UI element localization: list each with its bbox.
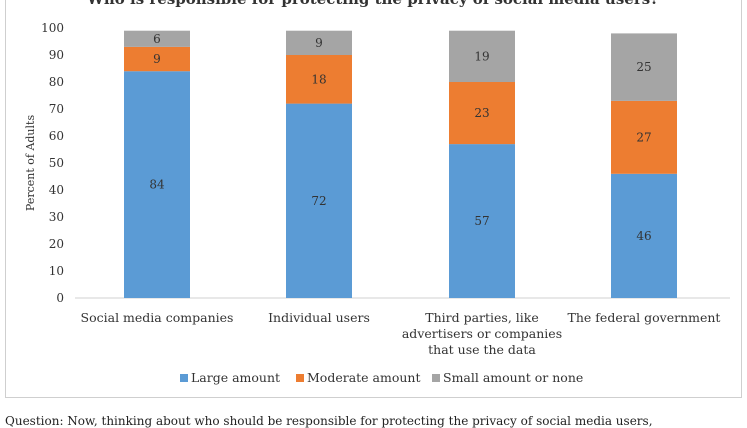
y-tick-label: 70 [49, 102, 64, 116]
bar-segment [286, 30, 352, 55]
bar-segment [449, 30, 515, 82]
data-label: 46 [636, 229, 651, 243]
bar-segment [124, 46, 190, 72]
bar-segment [611, 100, 677, 174]
y-tick-label: 40 [49, 183, 64, 197]
legend: Large amount Moderate amount Small amount … [180, 370, 583, 385]
bars: 84 9 6 72 18 9 57 23 19 46 27 25 [124, 30, 677, 298]
x-tick-label: Individual users [268, 310, 370, 325]
data-label: 9 [153, 52, 161, 66]
x-tick-label: that use the data [428, 342, 536, 357]
y-tick-label: 50 [49, 156, 64, 170]
chart-frame [5, 0, 742, 398]
legend-swatch [432, 374, 440, 382]
data-label: 6 [153, 32, 161, 46]
bar-segment [449, 144, 515, 298]
y-tick-label: 90 [49, 48, 64, 62]
data-label: 84 [149, 178, 165, 192]
legend-label: Moderate amount [307, 370, 421, 385]
y-tick-label: 30 [49, 210, 64, 224]
y-tick-label: 60 [49, 129, 64, 143]
data-label: 9 [315, 36, 323, 50]
bar-segment [286, 103, 352, 298]
x-axis-labels: Social media companies Individual users Th… [81, 310, 721, 357]
data-label: 25 [636, 60, 651, 74]
bar-segment [611, 173, 677, 298]
chart-title: Who is responsible for protecting the pr… [86, 0, 659, 8]
y-tick-label: 10 [49, 264, 64, 278]
bar-segment [124, 30, 190, 47]
x-tick-label: Third parties, like [425, 310, 539, 325]
x-tick-label: The federal government [568, 310, 721, 325]
legend-swatch [180, 374, 188, 382]
bar-segment [124, 71, 190, 298]
x-tick-label: advertisers or companies [402, 326, 562, 341]
data-label: 72 [311, 194, 326, 208]
bar-segment [286, 55, 352, 104]
legend-label: Small amount or none [443, 370, 583, 385]
y-tick-label: 20 [49, 237, 64, 251]
legend-label: Large amount [191, 370, 280, 385]
data-label: 23 [474, 106, 489, 120]
data-label: 19 [474, 49, 489, 63]
y-axis-ticks: 0 10 20 30 40 50 60 70 80 90 100 [41, 21, 64, 305]
data-label: 18 [311, 72, 326, 86]
y-axis-label: Percent of Adults [24, 115, 37, 212]
legend-swatch [296, 374, 304, 382]
data-label: 27 [636, 130, 651, 144]
x-tick-label: Social media companies [81, 310, 234, 325]
y-tick-label: 100 [41, 21, 64, 35]
y-tick-label: 0 [56, 291, 64, 305]
y-tick-label: 80 [49, 75, 64, 89]
data-label: 57 [474, 214, 489, 228]
bar-segment [611, 33, 677, 101]
bar-segment [449, 82, 515, 145]
question-footnote: Question: Now, thinking about who should… [5, 414, 653, 428]
